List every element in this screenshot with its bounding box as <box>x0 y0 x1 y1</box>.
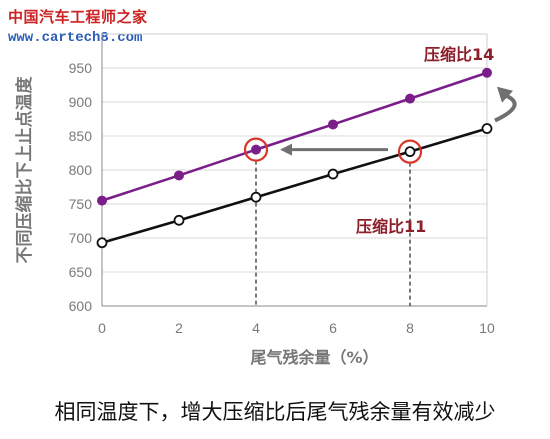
data-point <box>328 119 338 130</box>
series-lines <box>96 67 493 249</box>
data-point <box>251 144 261 155</box>
axes <box>101 33 488 307</box>
line-chart: 600 650 700 750 800 850 900 950 0 2 4 6 8 10 不同压缩比下上止… <box>14 33 517 367</box>
y-tick-label-850: 850 <box>69 128 93 144</box>
y-tick-label-900: 900 <box>69 94 93 110</box>
data-point <box>405 93 415 104</box>
y-tick-label-750: 750 <box>69 196 93 212</box>
series-line-cr14 <box>101 71 488 202</box>
data-point <box>96 237 108 249</box>
data-point <box>97 195 107 206</box>
x-tick-label-10: 10 <box>479 320 495 336</box>
y-tick-label-700: 700 <box>69 230 93 246</box>
series-label-cr11: 压缩比11 <box>356 217 426 236</box>
data-point <box>173 214 185 226</box>
series-line-cr11 <box>101 127 488 245</box>
x-axis-label: 尾气残余量（%） <box>250 348 378 367</box>
y-axis-label: 不同压缩比下上止点温度 <box>14 76 35 264</box>
annotations <box>243 86 517 164</box>
x-tick-label-8: 8 <box>406 320 414 336</box>
data-point <box>481 123 493 134</box>
data-point <box>327 168 339 180</box>
x-tick-label-4: 4 <box>252 320 260 336</box>
x-tick-label-6: 6 <box>329 320 337 336</box>
data-point <box>482 67 492 78</box>
tick-labels: 600 650 700 750 800 850 900 950 0 2 4 6 8 10 <box>69 60 495 336</box>
highlight-circle <box>397 139 423 164</box>
y-tick-label-650: 650 <box>69 264 93 280</box>
guide-lines <box>255 160 411 306</box>
x-tick-label-2: 2 <box>175 320 183 336</box>
data-point <box>404 146 416 158</box>
curved-arrow-head <box>497 86 513 103</box>
x-tick-label-0: 0 <box>98 320 106 336</box>
y-tick-label-800: 800 <box>69 162 93 178</box>
watermark-site-name: 中国汽车工程师之家 <box>8 8 148 26</box>
series-label-cr14: 压缩比14 <box>424 45 494 64</box>
shift-arrow-head <box>280 143 292 156</box>
y-tick-label-950: 950 <box>69 60 93 76</box>
y-tick-label-600: 600 <box>69 298 93 314</box>
highlight-circle <box>243 137 269 162</box>
gridlines <box>102 67 487 273</box>
data-point <box>250 191 262 203</box>
data-point <box>174 170 184 181</box>
figure-caption: 相同温度下，增大压缩比后尾气残余量有效减少 <box>54 400 496 424</box>
